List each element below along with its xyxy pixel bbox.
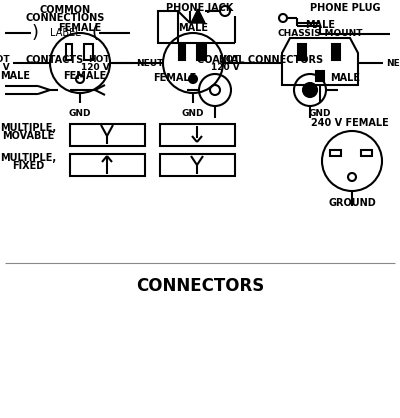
- Text: 120 V: 120 V: [81, 64, 110, 72]
- Bar: [361, 150, 372, 156]
- Text: PHONE PLUG: PHONE PLUG: [310, 3, 380, 13]
- Text: MULTIPLE,: MULTIPLE,: [0, 153, 56, 163]
- Text: FEMALE: FEMALE: [153, 73, 197, 83]
- Bar: [70, 124, 145, 146]
- Text: HOT: HOT: [0, 56, 10, 64]
- Text: PHONE JACK: PHONE JACK: [166, 3, 234, 13]
- Text: GROUND: GROUND: [328, 198, 376, 208]
- Text: CONNECTORS: CONNECTORS: [136, 277, 264, 295]
- Text: 120 V: 120 V: [211, 64, 240, 72]
- Bar: [160, 154, 235, 176]
- Bar: [179, 44, 185, 60]
- Bar: [330, 150, 341, 156]
- Polygon shape: [191, 9, 205, 23]
- Text: MALE: MALE: [178, 23, 208, 33]
- Circle shape: [189, 75, 197, 83]
- Text: HOT: HOT: [88, 56, 110, 64]
- Bar: [332, 44, 340, 60]
- Text: 120 V: 120 V: [0, 64, 10, 72]
- Text: CHASSIS-MOUNT: CHASSIS-MOUNT: [277, 28, 363, 38]
- Text: FIXED: FIXED: [12, 161, 44, 171]
- Bar: [316, 71, 324, 81]
- Text: GND: GND: [69, 109, 91, 117]
- Text: NEUT: NEUT: [136, 59, 163, 69]
- Text: FEMALE: FEMALE: [63, 71, 107, 81]
- Circle shape: [303, 83, 317, 97]
- Text: 240 V FEMALE: 240 V FEMALE: [311, 118, 389, 128]
- Text: MALE: MALE: [305, 20, 335, 30]
- Bar: [298, 44, 306, 60]
- Bar: [197, 44, 206, 60]
- Text: COAXIAL CONNECTORS: COAXIAL CONNECTORS: [197, 55, 323, 65]
- Text: MALE: MALE: [0, 71, 30, 81]
- Bar: [70, 154, 145, 176]
- Text: ): ): [32, 24, 38, 42]
- Text: MALE: MALE: [330, 73, 360, 83]
- Text: FEMALE: FEMALE: [58, 23, 102, 33]
- Text: MOVABLE: MOVABLE: [2, 131, 54, 141]
- Text: CONNECTIONS: CONNECTIONS: [25, 13, 105, 23]
- Text: CONTACTS: CONTACTS: [26, 55, 84, 65]
- Text: NEUT: NEUT: [386, 59, 400, 69]
- Text: GND: GND: [182, 109, 204, 117]
- Text: HOT: HOT: [218, 56, 240, 64]
- Bar: [66, 44, 72, 60]
- Text: LABEL: LABEL: [50, 28, 80, 38]
- Bar: [160, 124, 235, 146]
- Bar: [84, 44, 93, 60]
- Text: COMMON: COMMON: [40, 5, 90, 15]
- Bar: [158, 11, 178, 43]
- Text: GND: GND: [309, 109, 331, 117]
- Text: MULTIPLE,: MULTIPLE,: [0, 123, 56, 133]
- Text: (: (: [92, 24, 98, 42]
